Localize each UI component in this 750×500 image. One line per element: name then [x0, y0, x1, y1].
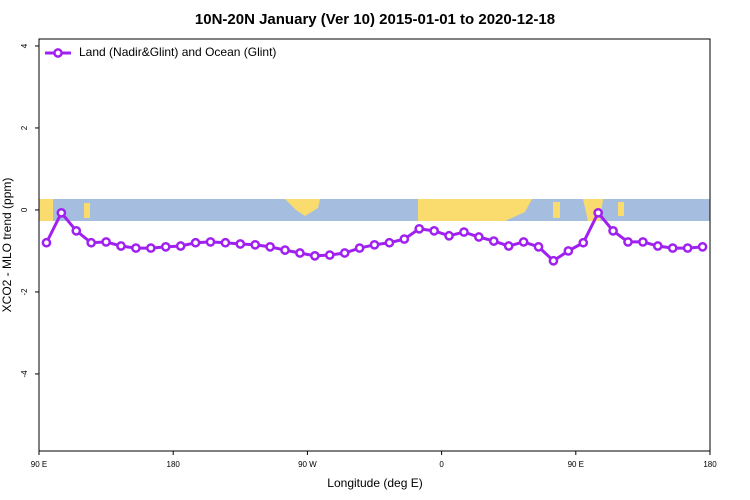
data-point	[86, 237, 97, 248]
data-point	[235, 239, 246, 249]
data-point	[175, 241, 186, 251]
data-point	[667, 243, 678, 253]
data-point	[56, 207, 67, 218]
data-point	[623, 237, 633, 247]
map-strip	[39, 199, 710, 221]
data-point	[593, 207, 604, 218]
plot-frame	[38, 38, 711, 452]
data-point	[131, 243, 141, 253]
data-point	[488, 236, 499, 246]
ocean	[39, 199, 710, 221]
chart-title: 10N-20N January (Ver 10) 2015-01-01 to 2…	[195, 11, 555, 28]
data-point	[638, 237, 648, 247]
legend-label: Land (Nadir&Glint) and Ocean (Glint)	[79, 45, 276, 59]
data-point	[310, 251, 320, 261]
y-tick-label: -4	[20, 370, 29, 378]
y-tick-label: -2	[20, 288, 29, 296]
data-point	[399, 234, 410, 244]
data-point	[190, 237, 201, 248]
data-point	[459, 227, 469, 237]
data-point	[160, 241, 171, 252]
data-point	[324, 250, 335, 260]
y-tick-label: 0	[20, 207, 29, 212]
land	[285, 199, 320, 216]
x-tick-label: 90 E	[31, 460, 47, 469]
data-point	[414, 223, 425, 234]
x-tick-label: 90 W	[298, 460, 317, 469]
data-point	[652, 241, 663, 251]
data-point	[354, 243, 365, 253]
data-point	[682, 243, 693, 253]
data-point	[474, 232, 484, 242]
data-point	[116, 241, 126, 251]
data-point	[265, 241, 275, 252]
y-axis-label: XCO2 - MLO trend (ppm)	[0, 178, 14, 313]
data-point	[220, 237, 231, 248]
data-point	[697, 241, 708, 252]
y-tick-label: 4	[20, 43, 29, 48]
data-point	[548, 255, 559, 266]
land	[553, 202, 560, 218]
land	[84, 203, 90, 218]
data-point	[563, 246, 574, 256]
x-axis-label: Longitude (deg E)	[327, 476, 422, 490]
data-point	[71, 226, 82, 236]
data-point	[608, 226, 618, 236]
data-point	[339, 248, 350, 258]
data-point	[503, 241, 514, 251]
land	[39, 199, 53, 221]
land	[618, 202, 624, 216]
data-point	[205, 237, 216, 247]
land	[418, 199, 532, 221]
data-point	[41, 237, 52, 248]
data-point	[533, 241, 544, 252]
data-point	[384, 237, 395, 248]
x-tick-label: 180	[167, 460, 181, 469]
data-point	[280, 245, 290, 255]
x-tick-label: 180	[703, 460, 717, 469]
data-point	[444, 230, 454, 241]
legend-marker	[53, 48, 63, 58]
data-point	[250, 239, 261, 250]
data-point	[295, 248, 305, 258]
y-tick-label: 2	[20, 125, 29, 130]
data-point	[145, 243, 156, 253]
data-point	[429, 226, 439, 236]
x-tick-label: 90 E	[568, 460, 584, 469]
data-point	[101, 237, 111, 247]
data-point	[518, 237, 529, 247]
x-tick-label: 0	[439, 460, 444, 469]
data-point	[369, 239, 380, 250]
data-point	[578, 237, 589, 248]
